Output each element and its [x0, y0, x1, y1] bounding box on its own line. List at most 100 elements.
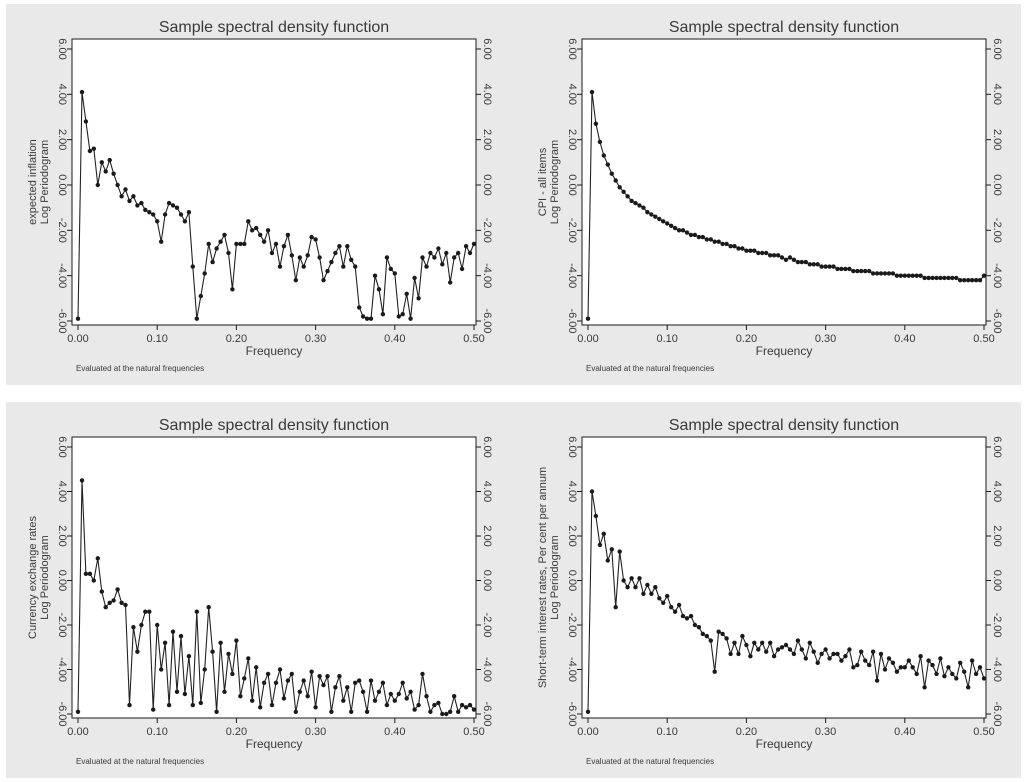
data-point: [194, 316, 199, 321]
data-point: [942, 674, 947, 679]
data-point: [376, 689, 382, 694]
data-point: [214, 246, 219, 251]
data-point: [341, 698, 346, 703]
data-point: [593, 513, 599, 519]
x-tick-label: 0.30: [815, 726, 836, 738]
data-point: [724, 241, 729, 247]
data-point: [736, 651, 741, 657]
data-point: [186, 654, 192, 659]
data-point: [166, 200, 172, 206]
x-tick-label: 0.30: [305, 333, 326, 345]
x-tick-label: 0.00: [67, 726, 88, 738]
data-point: [890, 271, 896, 276]
x-tick-label: 0.20: [226, 333, 247, 345]
data-point: [863, 658, 868, 663]
data-point: [831, 651, 836, 657]
data-point: [325, 674, 330, 679]
data-point: [99, 160, 105, 165]
data-point: [182, 691, 188, 697]
chart-note: Evaluated at the natural frequencies: [76, 364, 204, 373]
data-point: [918, 273, 923, 278]
data-point: [605, 558, 610, 563]
data-point: [190, 702, 195, 708]
data-point: [396, 691, 401, 697]
data-point: [313, 237, 318, 242]
data-point: [894, 273, 900, 278]
data-point: [657, 596, 662, 601]
data-point: [589, 89, 595, 95]
data-point: [119, 194, 124, 199]
data-point: [740, 633, 745, 639]
y-tick-label-right: -4.00: [481, 263, 493, 288]
data-point: [444, 250, 449, 256]
data-point: [819, 651, 824, 657]
data-point: [143, 207, 148, 213]
data-point: [621, 578, 626, 583]
data-point: [930, 275, 935, 281]
y-tick-label-left: 6.00: [56, 436, 68, 457]
data-point: [293, 278, 298, 283]
data-point: [981, 273, 987, 278]
data-point: [708, 237, 713, 242]
data-point: [155, 219, 160, 224]
data-point: [91, 146, 97, 151]
data-point: [178, 633, 184, 639]
x-tick-label: 0.30: [815, 333, 836, 345]
data-point: [246, 656, 251, 661]
data-point: [277, 264, 283, 269]
data-point: [329, 259, 334, 265]
data-point: [238, 694, 243, 699]
data-point: [716, 239, 721, 244]
data-point: [629, 198, 634, 204]
data-point: [95, 556, 101, 561]
data-point: [760, 640, 765, 645]
data-point: [123, 187, 128, 192]
y-axis-label: Currency exchange ratesLog Periodogram: [27, 516, 51, 639]
data-point: [135, 203, 140, 208]
y-tick-label-right: 2.00: [481, 525, 493, 546]
data-point: [452, 255, 457, 260]
data-point: [420, 255, 425, 260]
x-tick-label: 0.20: [736, 726, 757, 738]
data-point: [218, 640, 223, 645]
data-point: [258, 232, 263, 238]
data-point: [676, 602, 682, 608]
y-tick-label-right: 0.00: [481, 570, 493, 591]
chart-currency-exchange-rates: Sample spectral density function 6.00 6.00…: [27, 417, 493, 766]
data-point: [795, 638, 801, 643]
data-point: [293, 709, 298, 714]
data-point: [696, 625, 702, 630]
data-point: [768, 253, 773, 258]
data-point: [930, 662, 935, 668]
data-point: [898, 273, 903, 278]
data-point: [404, 291, 409, 296]
data-point: [954, 676, 959, 681]
data-point: [404, 696, 409, 701]
data-point: [815, 262, 820, 267]
data-point: [471, 707, 477, 712]
y-tick-label-right: -6.00: [991, 701, 1003, 726]
data-point: [218, 239, 223, 244]
data-point: [601, 531, 606, 536]
data-point: [166, 702, 172, 708]
data-point: [321, 682, 326, 688]
data-point: [962, 669, 967, 674]
data-point: [946, 275, 951, 281]
data-point: [649, 591, 654, 596]
data-point: [230, 287, 235, 292]
data-point: [863, 268, 868, 274]
data-point: [882, 667, 888, 672]
data-point: [440, 262, 445, 267]
data-point: [625, 585, 630, 590]
data-point: [835, 266, 840, 272]
y-tick-label-left: 0.00: [566, 174, 578, 195]
data-point: [771, 654, 777, 659]
data-point: [408, 689, 413, 694]
data-point: [966, 685, 971, 690]
data-point: [448, 709, 453, 714]
data-point: [127, 702, 132, 708]
y-axis-label: Short-term interest rates, Per cent per …: [537, 467, 561, 688]
y-tick-label-left: -4.00: [566, 263, 578, 288]
data-point: [653, 214, 658, 219]
y-tick-label-right: 2.00: [991, 129, 1003, 150]
